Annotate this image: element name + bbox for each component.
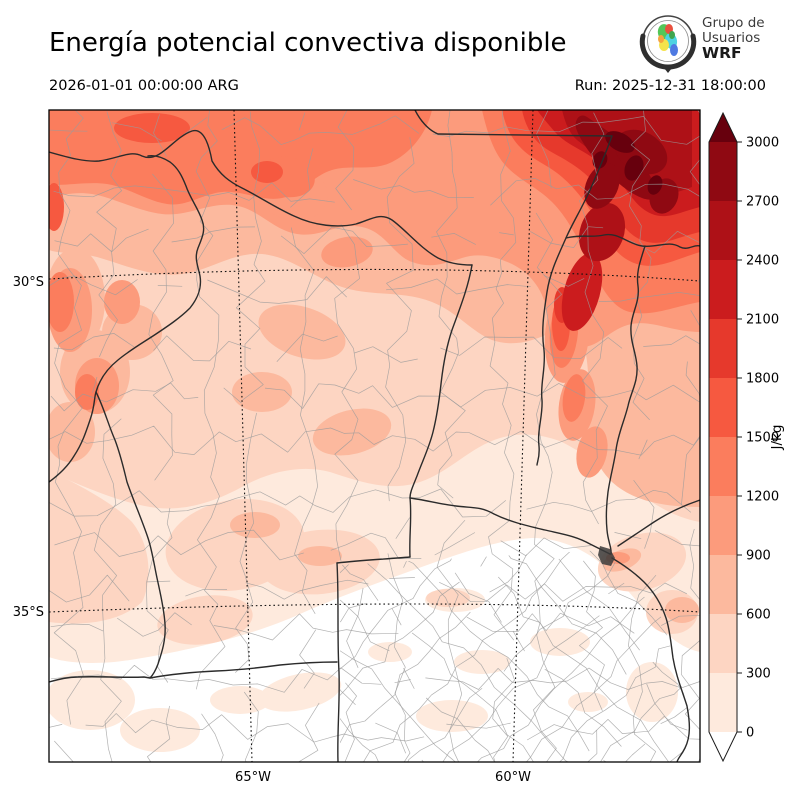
colorbar-tick-3000: 3000	[746, 136, 779, 151]
colorbar-tick-1500: 1500	[746, 431, 779, 446]
lat-label-30s: 30°S	[13, 275, 44, 290]
gridline-30s	[49, 268, 700, 282]
run-time-label: Run: 2025-12-31 18:00:00	[574, 78, 766, 94]
page-title: Energía potencial convectiva disponible	[49, 28, 567, 58]
logo-emblem-icon	[639, 15, 697, 73]
lon-label-65w: 65°W	[235, 770, 271, 785]
colorbar-tick-0: 0	[746, 726, 754, 741]
gridlines	[49, 110, 700, 762]
logo-text: Grupo de Usuarios WRF	[702, 12, 765, 74]
colorbar-tick-2700: 2700	[746, 195, 779, 210]
colorbar-tick-300: 300	[746, 667, 771, 682]
colorbar-tick-600: 600	[746, 608, 771, 623]
wrf-users-group-logo: Grupo de Usuarios WRF	[638, 12, 798, 74]
colorbar-tick-900: 900	[746, 549, 771, 564]
lat-label-35s: 35°S	[13, 605, 44, 620]
logo-line3: WRF	[702, 44, 742, 62]
cape-level-over-3000	[592, 131, 663, 195]
province-borders	[49, 110, 700, 762]
gridline-35s	[49, 603, 700, 613]
cape-field	[49, 110, 700, 762]
colorbar-tick-2100: 2100	[746, 313, 779, 328]
logo-line1: Grupo de	[702, 15, 765, 31]
valid-time-label: 2026-01-01 00:00:00 ARG	[49, 78, 239, 94]
colorbar-tick-2400: 2400	[746, 254, 779, 269]
colorbar-unit-label: J/kg	[769, 425, 785, 451]
buenos-aires-city-cluster	[598, 546, 615, 566]
colorbar-tick-1800: 1800	[746, 372, 779, 387]
lon-label-60w: 60°W	[495, 770, 531, 785]
gridline-60w	[512, 110, 534, 762]
colorbar-tick-1200: 1200	[746, 490, 779, 505]
gridline-65w	[233, 110, 253, 762]
logo-line2: Usuarios	[702, 30, 761, 46]
map-frame	[48, 109, 701, 763]
logo-radar-blobs	[657, 24, 678, 56]
department-borders	[49, 110, 700, 762]
colorbar: 0 300 600 900 1200 1500 1800 2100 2400 2700 3000	[708, 111, 779, 763]
